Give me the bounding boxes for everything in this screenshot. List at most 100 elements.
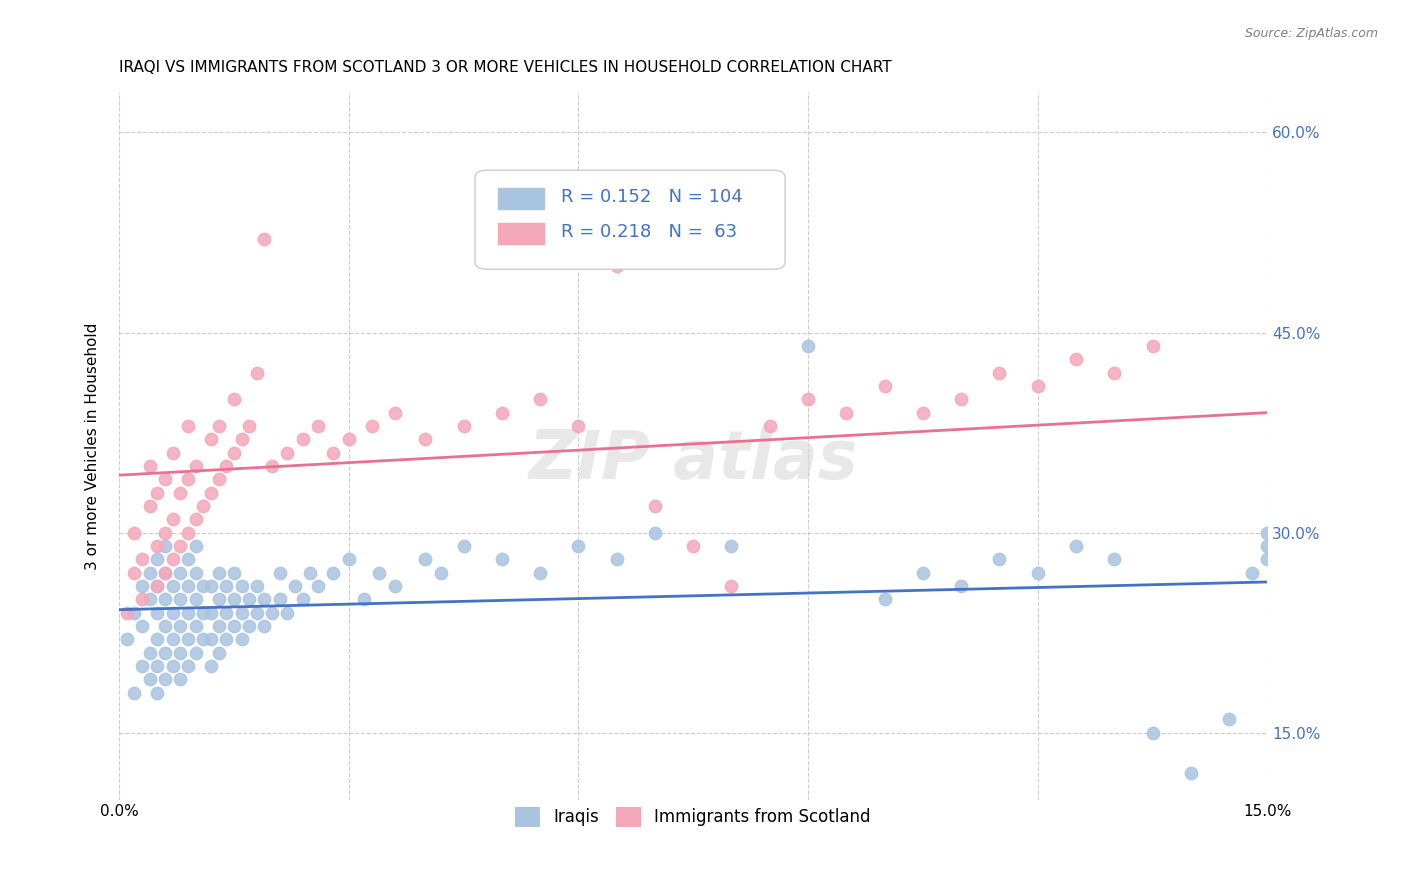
- Point: [169, 646, 191, 660]
- Point: [200, 606, 222, 620]
- Point: [567, 539, 589, 553]
- Point: [153, 592, 176, 607]
- Point: [873, 592, 896, 607]
- Point: [1064, 352, 1087, 367]
- Point: [138, 499, 160, 513]
- Point: [307, 579, 329, 593]
- Point: [184, 539, 207, 553]
- Point: [200, 432, 222, 446]
- Point: [299, 566, 322, 580]
- Point: [1180, 765, 1202, 780]
- Point: [146, 606, 169, 620]
- Point: [429, 566, 451, 580]
- Point: [453, 539, 475, 553]
- Point: [177, 606, 200, 620]
- Point: [207, 646, 229, 660]
- Point: [758, 419, 780, 434]
- Point: [131, 592, 153, 607]
- Point: [276, 445, 298, 459]
- Point: [606, 259, 628, 273]
- Point: [284, 579, 307, 593]
- Point: [193, 499, 215, 513]
- Point: [1026, 566, 1049, 580]
- Point: [720, 579, 742, 593]
- Point: [153, 472, 176, 486]
- Point: [177, 659, 200, 673]
- Point: [153, 566, 176, 580]
- Point: [146, 659, 169, 673]
- Point: [413, 552, 436, 566]
- Point: [253, 592, 276, 607]
- Point: [269, 566, 291, 580]
- Point: [169, 619, 191, 633]
- Bar: [498, 223, 544, 244]
- Point: [146, 485, 169, 500]
- Point: [246, 579, 269, 593]
- Point: [184, 566, 207, 580]
- Point: [231, 579, 253, 593]
- Point: [131, 659, 153, 673]
- Point: [207, 419, 229, 434]
- Point: [200, 632, 222, 647]
- Point: [162, 445, 184, 459]
- Point: [177, 419, 200, 434]
- Point: [200, 485, 222, 500]
- Point: [491, 552, 513, 566]
- Point: [606, 552, 628, 566]
- Point: [950, 392, 973, 407]
- Point: [413, 432, 436, 446]
- Point: [124, 606, 146, 620]
- Point: [720, 539, 742, 553]
- Point: [567, 419, 589, 434]
- Point: [291, 592, 314, 607]
- Point: [222, 592, 245, 607]
- Point: [384, 406, 406, 420]
- Point: [177, 632, 200, 647]
- Point: [138, 566, 160, 580]
- Point: [353, 592, 375, 607]
- Point: [207, 566, 229, 580]
- Point: [246, 606, 269, 620]
- Y-axis label: 3 or more Vehicles in Household: 3 or more Vehicles in Household: [86, 322, 100, 570]
- Point: [177, 552, 200, 566]
- Point: [207, 592, 229, 607]
- Point: [177, 525, 200, 540]
- Point: [797, 339, 820, 353]
- Point: [131, 552, 153, 566]
- Point: [184, 458, 207, 473]
- Bar: [498, 188, 544, 209]
- Point: [153, 539, 176, 553]
- Point: [215, 458, 238, 473]
- Point: [1102, 552, 1125, 566]
- Point: [169, 485, 191, 500]
- Point: [193, 632, 215, 647]
- Point: [184, 646, 207, 660]
- Point: [1240, 566, 1263, 580]
- Point: [1026, 379, 1049, 393]
- Point: [138, 592, 160, 607]
- Point: [644, 525, 666, 540]
- Point: [138, 673, 160, 687]
- Point: [115, 606, 138, 620]
- Point: [200, 579, 222, 593]
- Point: [193, 579, 215, 593]
- Point: [162, 606, 184, 620]
- Text: R = 0.218   N =  63: R = 0.218 N = 63: [561, 223, 737, 242]
- Point: [153, 646, 176, 660]
- Point: [1142, 339, 1164, 353]
- Text: Source: ZipAtlas.com: Source: ZipAtlas.com: [1244, 27, 1378, 40]
- Point: [269, 592, 291, 607]
- Text: R = 0.152   N = 104: R = 0.152 N = 104: [561, 188, 742, 206]
- Point: [200, 659, 222, 673]
- Point: [253, 232, 276, 246]
- Point: [453, 419, 475, 434]
- Point: [169, 539, 191, 553]
- Point: [184, 592, 207, 607]
- Point: [291, 432, 314, 446]
- Point: [222, 566, 245, 580]
- Point: [131, 619, 153, 633]
- Point: [146, 552, 169, 566]
- Point: [1256, 552, 1278, 566]
- Point: [222, 392, 245, 407]
- Point: [368, 566, 391, 580]
